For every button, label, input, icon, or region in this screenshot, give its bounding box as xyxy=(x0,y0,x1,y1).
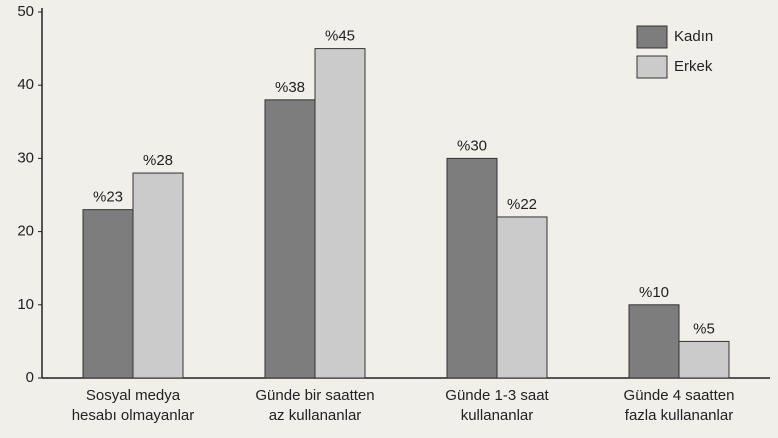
value-label: %38 xyxy=(275,79,305,96)
x-tick-label: Günde bir saatten az kullananlar xyxy=(255,387,374,424)
legend-label: Kadın xyxy=(674,28,713,45)
bar xyxy=(496,216,548,379)
x-tick-line: Günde 1-3 saat xyxy=(445,387,549,404)
value-label: %10 xyxy=(639,284,669,301)
y-tick-label: 10 xyxy=(17,296,34,313)
y-tick-label: 30 xyxy=(17,149,34,166)
legend-swatch xyxy=(636,55,668,79)
y-tick-label: 0 xyxy=(26,369,34,386)
legend-swatch xyxy=(636,25,668,49)
y-tick-label: 40 xyxy=(17,76,34,93)
value-label: %23 xyxy=(93,189,123,206)
bar xyxy=(314,48,366,379)
bar xyxy=(132,172,184,379)
bar xyxy=(446,157,498,379)
value-label: %28 xyxy=(143,152,173,169)
y-tick-label: 20 xyxy=(17,223,34,240)
value-label: %5 xyxy=(693,320,715,337)
x-tick-line: Günde bir saatten xyxy=(255,387,374,404)
value-label: %30 xyxy=(457,137,487,154)
bar xyxy=(82,209,134,379)
x-tick-line: Günde 4 saatten xyxy=(624,387,735,404)
x-tick-line: kullananlar xyxy=(461,407,534,424)
x-tick-line: fazla kullananlar xyxy=(625,407,733,424)
bar xyxy=(264,99,316,379)
x-tick-line: az kullananlar xyxy=(269,407,362,424)
bar xyxy=(628,304,680,379)
y-tick-label: 50 xyxy=(17,3,34,20)
value-label: %22 xyxy=(507,196,537,213)
legend-label: Erkek xyxy=(674,58,713,75)
x-tick-line: Sosyal medya xyxy=(86,387,181,404)
x-tick-label: Sosyal medya hesabı olmayanlar xyxy=(72,387,195,424)
x-tick-label: Günde 4 saatten fazla kullananlar xyxy=(624,387,735,424)
value-label: %45 xyxy=(325,28,355,45)
bar xyxy=(678,340,730,379)
x-tick-line: hesabı olmayanlar xyxy=(72,407,195,424)
x-tick-label: Günde 1-3 saat kullananlar xyxy=(445,387,549,424)
